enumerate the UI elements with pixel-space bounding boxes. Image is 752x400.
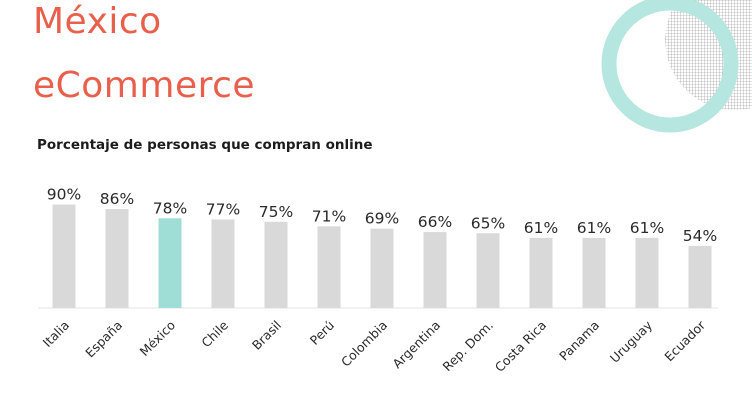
category-label-12: Uruguay (607, 317, 656, 366)
value-label-7: 69% (365, 210, 399, 228)
bar-12 (635, 237, 659, 308)
value-label-13: 54% (683, 227, 717, 245)
value-label-10: 61% (524, 219, 558, 237)
bar-9 (476, 233, 500, 308)
value-label-11: 61% (577, 219, 611, 237)
value-label-6: 71% (312, 207, 346, 225)
category-label-3: México (137, 318, 178, 359)
bar-5 (264, 221, 288, 308)
bar-2 (105, 209, 129, 308)
bar-11 (582, 237, 606, 308)
category-label-8: Argentina (389, 318, 443, 372)
bar-13 (688, 245, 712, 308)
value-label-2: 86% (100, 190, 134, 208)
category-label-10: Costa Rica (492, 318, 549, 375)
bar-4 (211, 219, 235, 308)
page-title-line-1: México (33, 1, 162, 42)
value-label-8: 66% (418, 213, 452, 231)
category-label-11: Panama (556, 318, 602, 364)
category-label-6: Perú (307, 318, 337, 348)
ring-shape (601, 0, 739, 133)
bar-3 (158, 218, 182, 308)
category-label-7: Colombia (338, 318, 390, 370)
category-label-9: Rep. Dom. (439, 318, 496, 375)
value-label-1: 90% (47, 186, 81, 204)
page-title-line-2: eCommerce (33, 65, 256, 106)
value-label-12: 61% (630, 219, 664, 237)
bar-7 (370, 228, 394, 308)
category-label-13: Ecuador (661, 317, 708, 364)
category-label-4: Chile (198, 317, 231, 350)
value-label-5: 75% (259, 203, 293, 221)
bar-10 (529, 237, 553, 308)
category-label-2: España (82, 318, 125, 361)
category-labels-group: Italia España México Chile Brasil Perú Colombi… (40, 317, 709, 375)
value-label-9: 65% (471, 214, 505, 232)
decorative-graphic (601, 0, 752, 133)
category-label-5: Brasil (249, 318, 284, 353)
bar-6 (317, 226, 341, 308)
chart-subtitle: Porcentaje de personas que compran onlin… (37, 137, 373, 153)
bar-8 (423, 232, 447, 308)
category-label-1: Italia (40, 318, 72, 350)
value-label-3: 78% (153, 199, 187, 217)
bars-group (52, 204, 712, 308)
bar-1 (52, 204, 76, 308)
value-labels-group: 90% 86% 78% 77% 75% 71% 69% 66% 65% 61% 61% 61% 54% (47, 186, 717, 245)
value-label-4: 77% (206, 200, 240, 218)
